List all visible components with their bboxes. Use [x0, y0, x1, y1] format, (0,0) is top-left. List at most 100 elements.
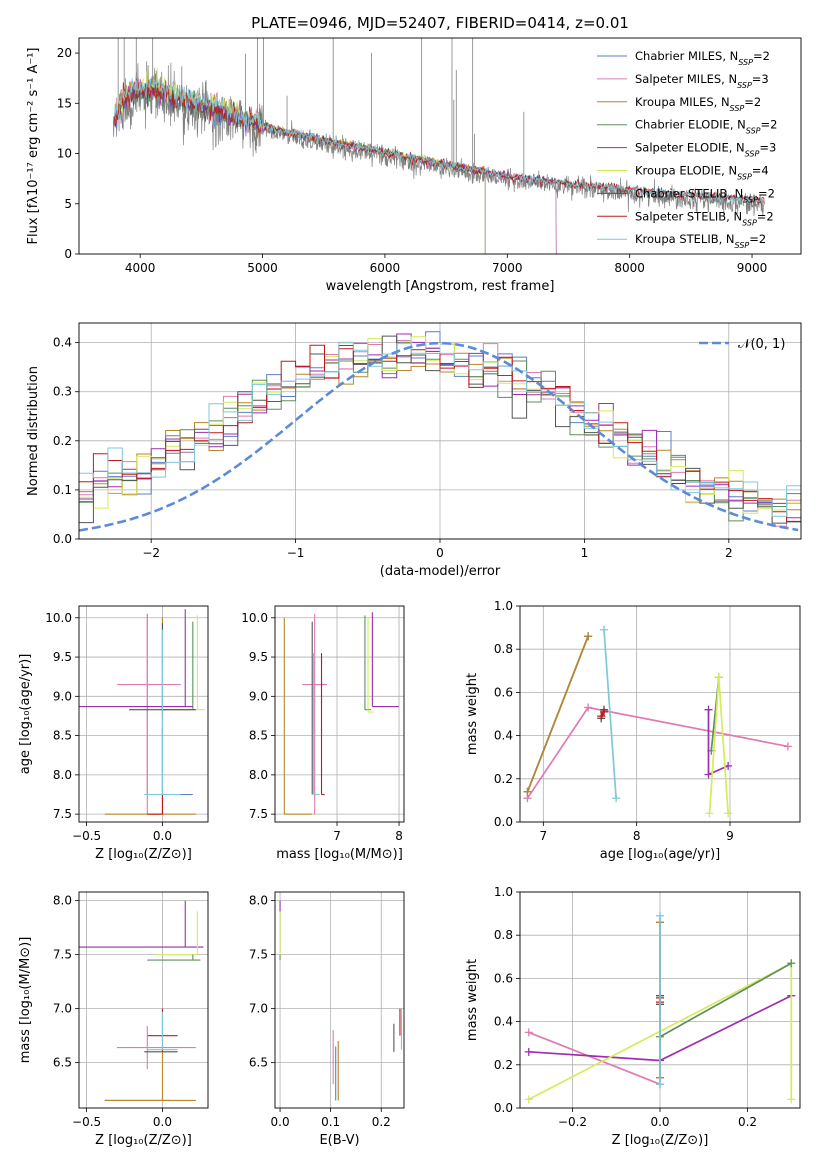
x-axis-label: E(B-V) [319, 1133, 359, 1148]
panel-mass_z: −0.5 0.0 6.5 7.0 7.5 8.0 Z [log₁₀(Z/Z⊙)] mass [… [18, 891, 209, 1148]
errorbar-chabrier_miles [159, 617, 193, 815]
x-tick-label: 0.0 [153, 1115, 172, 1129]
figure-title: PLATE=0946, MJD=52407, FIBERID=0414, z=0… [251, 14, 629, 32]
x-tick-label: 0.2 [372, 1115, 391, 1129]
x-tick-label: 0.1 [321, 1115, 340, 1129]
x-axis-label: wavelength [Angstrom, rest frame] [326, 279, 555, 294]
marker-salpeter_elodie [524, 1047, 533, 1056]
axes-frame [78, 605, 209, 823]
y-tick-label: 0.2 [494, 772, 513, 786]
errorbar-kroupa_miles [104, 617, 196, 815]
marker-kroupa_elodie [724, 809, 733, 818]
y-tick-label: 10.0 [241, 611, 268, 625]
y-tick-label: 7.5 [249, 948, 268, 962]
y-tick-label: 9.0 [53, 689, 72, 703]
y-tick-label: 8.5 [53, 729, 72, 743]
x-axis-label: Z [log₁₀(Z/Z⊙)] [612, 1133, 709, 1148]
x-tick-label: −1 [287, 546, 305, 560]
x-tick-label: −0.5 [72, 1115, 101, 1129]
marker-salpeter_miles [584, 703, 593, 712]
y-tick-label: 0.4 [53, 336, 72, 350]
x-tick-label: 0.0 [650, 1115, 669, 1129]
errorbar-kroupa_elodie [156, 911, 198, 956]
plot-area [283, 612, 400, 815]
y-tick-label: 5 [64, 197, 72, 211]
x-tick-label: −0.5 [72, 829, 101, 843]
series-salpeter_miles [528, 1031, 661, 1085]
legend-label-kroupa_elodie: Kroupa ELODIE, NSSP=4 [635, 164, 769, 182]
legend-label-salpeter_stelib: Salpeter STELIB, NSSP=2 [635, 209, 774, 227]
y-tick-label: 9.5 [249, 650, 268, 664]
x-axis-label: age [log₁₀(age/yr)] [600, 847, 721, 862]
x-tick-label: 8000 [614, 261, 645, 275]
model-spectrum-chabrier_miles [114, 82, 557, 254]
plot-area [79, 609, 205, 815]
marker-kroupa_miles [584, 632, 593, 641]
y-tick-label: 1.0 [494, 885, 513, 899]
normal-curve [79, 341, 799, 532]
x-tick-label: 9 [726, 829, 734, 843]
legend-label-kroupa_miles: Kroupa MILES, NSSP=2 [635, 95, 761, 113]
axes-frame [78, 891, 209, 1109]
x-tick-label: 8 [633, 829, 641, 843]
panel-weight_z: −0.2 0.0 0.2 0.0 0.2 0.4 0.6 0.8 1.0 Z [log₁₀(Z/Z… [465, 885, 801, 1148]
errorbar-salpeter_elodie [79, 609, 193, 708]
y-tick-label: 7.5 [53, 948, 72, 962]
y-axis-label: mass [log₁₀(M/M⊙)] [18, 937, 33, 1064]
panel-spectrum: 4000 5000 6000 7000 8000 9000 0 5 10 15 20 waveleng… [26, 37, 802, 294]
x-tick-label: 6000 [370, 261, 401, 275]
y-axis-label: Flux [fλ10⁻¹⁷ erg cm⁻² s⁻¹ A⁻¹] [26, 48, 41, 245]
legend-label-chabrier_stelib: Chabrier STELIB, NSSP=2 [635, 186, 775, 204]
x-tick-label: 7000 [492, 261, 523, 275]
axes-frame [78, 322, 802, 540]
marker-kroupa_miles [523, 787, 532, 796]
marker-kroupa_stelib [656, 911, 664, 920]
legend-label-chabrier_elodie: Chabrier ELODIE, NSSP=2 [635, 118, 777, 136]
axes-frame [519, 605, 801, 823]
x-tick-label: 7 [540, 829, 548, 843]
series-chabrier_elodie [659, 962, 792, 1038]
plot-area [279, 900, 403, 1101]
errorbar-salpeter_miles [302, 613, 328, 815]
y-tick-label: 7.0 [249, 1002, 268, 1016]
y-tick-label: 0.4 [494, 1015, 513, 1029]
marker-salpeter_stelib [600, 707, 608, 716]
y-axis-label: mass weight [465, 959, 480, 1041]
series-kroupa_stelib [603, 629, 617, 799]
y-tick-label: 0.0 [53, 532, 72, 546]
marker-salpeter_stelib [597, 712, 606, 721]
plot-area [79, 331, 801, 532]
x-tick-label: 0.0 [153, 829, 172, 843]
y-tick-label: 0.8 [494, 928, 513, 942]
marker-chabrier_elodie [787, 959, 796, 968]
panel-residuals: −2 −1 0 1 2 0.0 0.1 0.2 0.3 0.4 (data-model)/error… [26, 322, 802, 579]
y-tick-label: 0.2 [53, 434, 72, 448]
y-tick-label: 0.4 [494, 729, 513, 743]
y-tick-label: 7.5 [53, 807, 72, 821]
axes-frame [78, 37, 802, 255]
x-tick-label: 1 [581, 546, 589, 560]
x-tick-label: −0.2 [558, 1115, 587, 1129]
plot-area [524, 911, 796, 1104]
y-tick-label: 9.5 [53, 650, 72, 664]
errorbar-chabrier_elodie [147, 954, 201, 961]
y-tick-label: 7.0 [53, 1002, 72, 1016]
errorbar-kroupa_elodie [167, 615, 205, 711]
model-spectrum-kroupa_stelib [114, 74, 765, 204]
errorbar-salpeter_stelib [320, 653, 325, 796]
y-tick-label: 0.6 [494, 971, 513, 985]
x-axis-label: (data-model)/error [380, 564, 501, 579]
series-salpeter_miles [526, 706, 789, 799]
panel-mass_ebv: 0.0 0.1 0.2 6.5 7.0 7.5 8.0 E(B-V) [249, 891, 405, 1148]
x-tick-label: 0.0 [271, 1115, 290, 1129]
y-tick-label: 8.0 [249, 894, 268, 908]
errorbar-kroupa_stelib [147, 1011, 178, 1051]
y-axis-label: mass weight [465, 673, 480, 755]
errorbar-kroupa_stelib [312, 653, 320, 796]
marker-kroupa_elodie [714, 673, 723, 682]
marker-kroupa_elodie [787, 1095, 796, 1104]
legend-label-normal: 𝒩(0, 1) [738, 337, 785, 352]
errorbar-salpeter_stelib [147, 727, 164, 815]
y-tick-label: 8.0 [53, 768, 72, 782]
errorbar-salpeter_miles [116, 1025, 196, 1070]
